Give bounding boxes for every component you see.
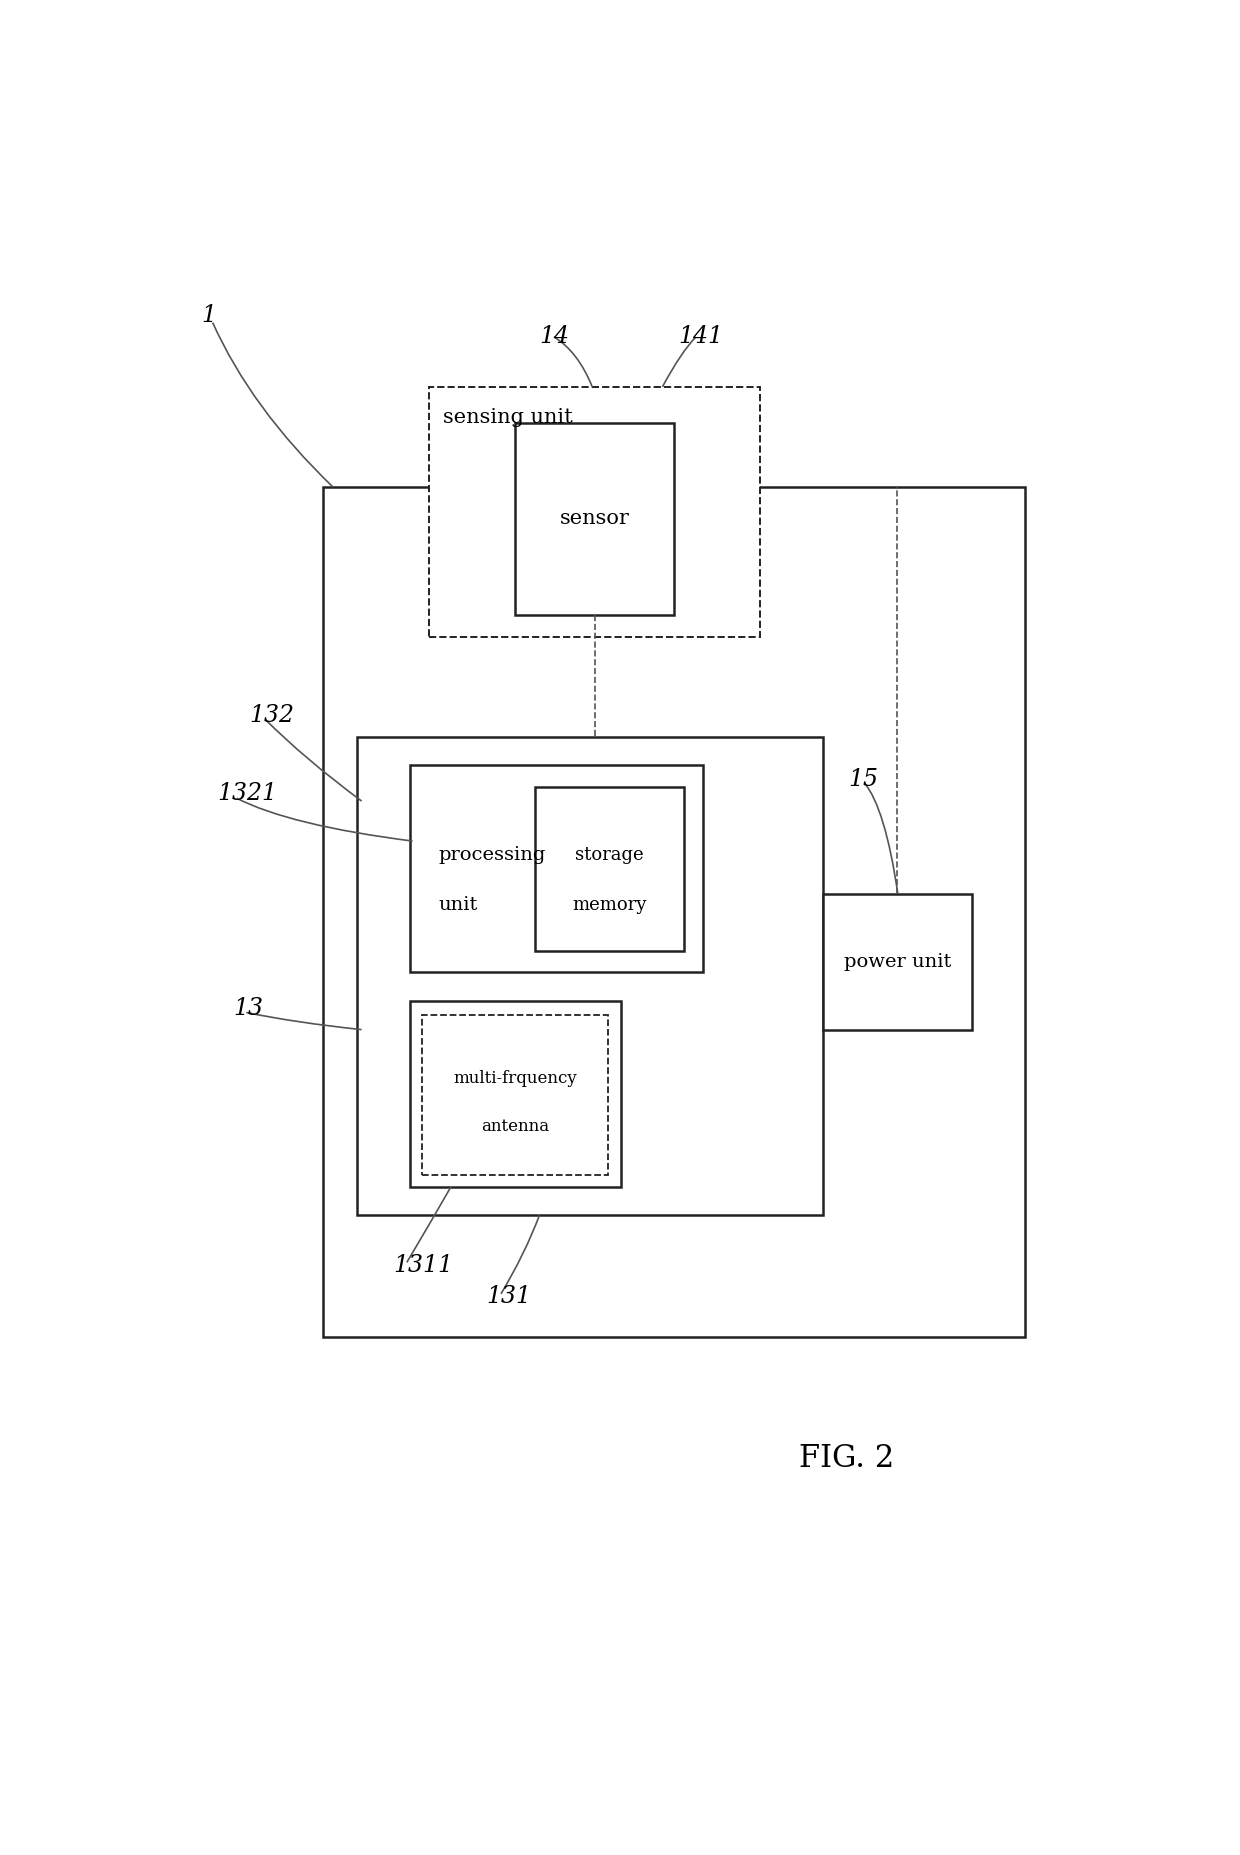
Bar	[534, 787, 683, 952]
Text: sensor: sensor	[559, 510, 630, 529]
Bar	[409, 1002, 621, 1187]
Bar	[516, 423, 675, 616]
Text: 1: 1	[201, 304, 216, 326]
Text: FIG. 2: FIG. 2	[800, 1443, 894, 1473]
Text: storage: storage	[575, 846, 644, 864]
Text: memory: memory	[572, 896, 646, 915]
Bar	[357, 736, 823, 1215]
Text: 1321: 1321	[217, 783, 278, 805]
Text: 132: 132	[249, 703, 294, 727]
Text: 13: 13	[234, 996, 264, 1020]
Text: processing: processing	[439, 846, 546, 864]
Text: multi-frquency: multi-frquency	[453, 1070, 577, 1087]
Text: 141: 141	[678, 325, 724, 349]
Text: antenna: antenna	[481, 1119, 549, 1135]
Text: unit: unit	[439, 896, 477, 915]
Text: 1311: 1311	[393, 1254, 454, 1276]
Bar	[409, 766, 703, 972]
Text: power unit: power unit	[843, 953, 951, 970]
Bar	[823, 894, 972, 1030]
Text: sensing unit: sensing unit	[444, 408, 573, 427]
Bar	[422, 1015, 608, 1176]
Text: 131: 131	[486, 1286, 532, 1308]
Bar	[429, 388, 760, 636]
Text: 14: 14	[539, 325, 569, 349]
Bar	[324, 486, 1024, 1337]
Text: 15: 15	[849, 768, 879, 790]
